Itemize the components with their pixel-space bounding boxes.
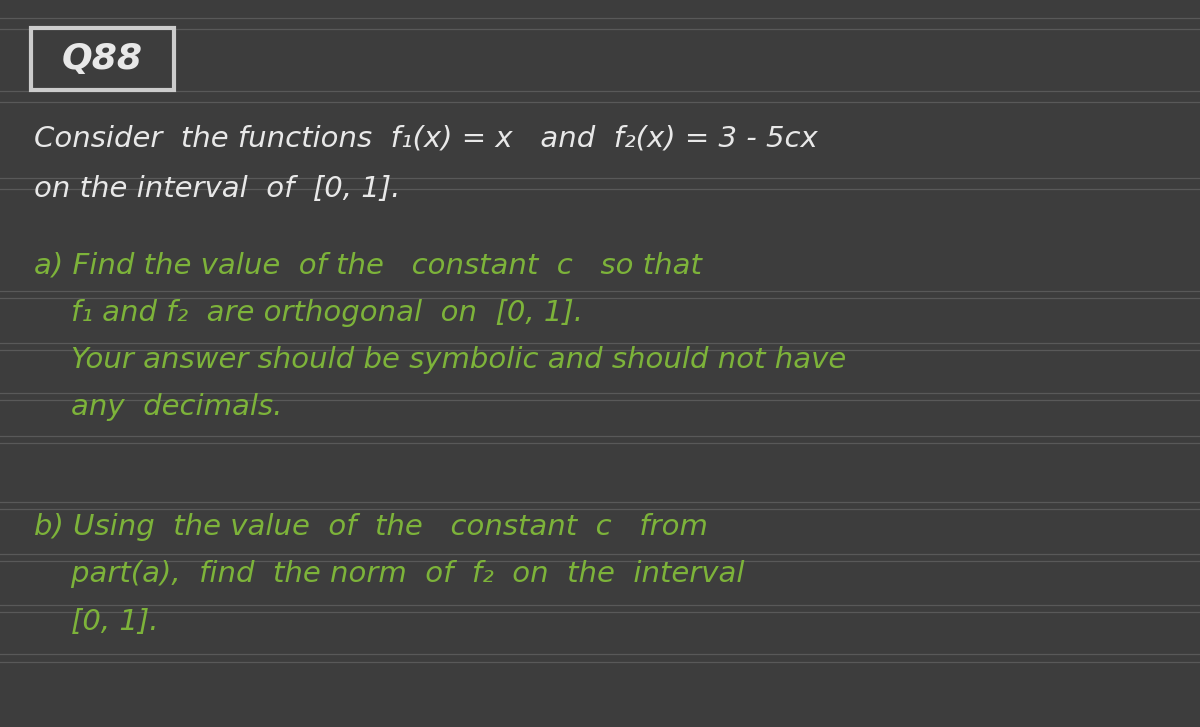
FancyBboxPatch shape — [31, 28, 174, 90]
Text: on the interval  of  [0, 1].: on the interval of [0, 1]. — [34, 175, 400, 203]
Text: Your answer should be symbolic and should not have: Your answer should be symbolic and shoul… — [34, 346, 846, 374]
Text: a) Find the value  of the   constant  c   so that: a) Find the value of the constant c so t… — [34, 252, 702, 279]
Text: Consider  the functions  f₁(x) = x   and  f₂(x) = 3 - 5cx: Consider the functions f₁(x) = x and f₂(… — [34, 124, 817, 152]
Text: Q88: Q88 — [62, 42, 143, 76]
Text: part(a),  find  the norm  of  f₂  on  the  interval: part(a), find the norm of f₂ on the inte… — [34, 561, 744, 588]
Text: any  decimals.: any decimals. — [34, 393, 282, 421]
Text: f₁ and f₂  are orthogonal  on  [0, 1].: f₁ and f₂ are orthogonal on [0, 1]. — [34, 299, 583, 326]
Text: b) Using  the value  of  the   constant  c   from: b) Using the value of the constant c fro… — [34, 513, 708, 541]
Text: [0, 1].: [0, 1]. — [34, 608, 158, 635]
